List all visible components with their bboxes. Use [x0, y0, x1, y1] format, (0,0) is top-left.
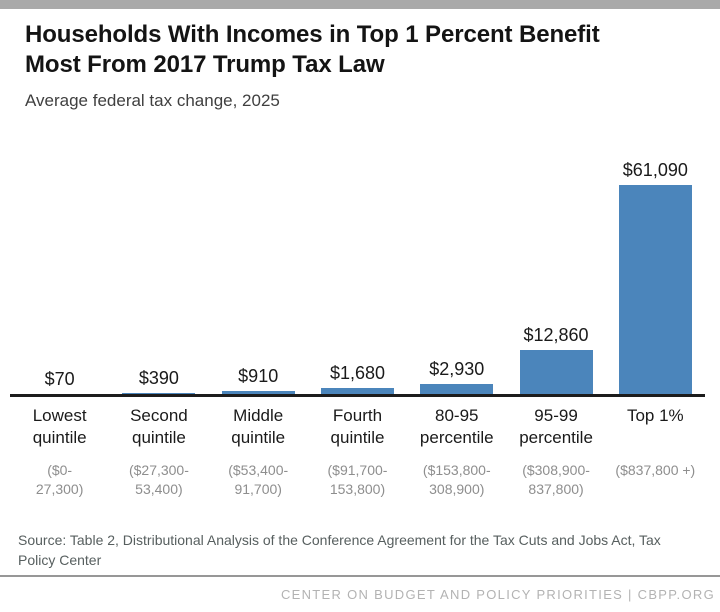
income-range-line: 91,700)	[234, 481, 282, 497]
category-label: Second quintile	[130, 406, 188, 447]
x-axis-labels: Lowest quintile ($0- 27,300) Second quintil…	[10, 405, 705, 499]
footer-brand: CENTER ON BUDGET AND POLICY PRIORITIES |…	[280, 587, 715, 602]
bar	[420, 384, 494, 394]
bar	[221, 391, 295, 394]
income-range-label: ($308,900- 837,800)	[508, 461, 603, 499]
category-label: 95-99 percentile	[519, 406, 593, 447]
income-range-label: ($0- 27,300)	[12, 461, 107, 499]
income-range-label: ($27,300- 53,400)	[111, 461, 206, 499]
income-range-line: ($91,700-	[327, 462, 388, 478]
bar-column: $12,860	[506, 150, 605, 394]
income-range-line: 308,900)	[429, 481, 485, 497]
bar	[122, 393, 196, 394]
category-label: Fourth quintile	[330, 406, 385, 447]
chart-header: Households With Incomes in Top 1 Percent…	[25, 20, 695, 111]
bar-value-label: $61,090	[622, 160, 688, 180]
footer: CENTER ON BUDGET AND POLICY PRIORITIES |…	[0, 575, 720, 602]
income-range-line: 27,300)	[35, 481, 84, 497]
bar	[618, 185, 692, 394]
bar-value-label: $2,930	[429, 359, 485, 379]
top-accent-bar	[0, 0, 720, 9]
bar-value-label: $12,860	[523, 325, 589, 345]
category-label: Middle quintile	[231, 406, 286, 447]
category-column: Top 1% ($837,800 +)	[606, 405, 705, 499]
bar-chart-plot-area: $70 $390 $910 $1,680 $2,930 $12,860 $61,090	[10, 150, 705, 394]
income-range-line: ($53,400-	[228, 462, 289, 478]
income-range-label: ($91,700- 153,800)	[310, 461, 405, 499]
bar	[320, 388, 394, 394]
income-range-label: ($53,400- 91,700)	[211, 461, 306, 499]
bar-column: $2,930	[407, 150, 506, 394]
bar-value-label: $390	[138, 368, 179, 388]
category-column: Middle quintile ($53,400- 91,700)	[209, 405, 308, 499]
category-label: 80-95 percentile	[419, 406, 494, 447]
bar-column: $61,090	[606, 150, 705, 394]
income-range-line: ($837,800 +)	[615, 462, 696, 478]
category-column: Fourth quintile ($91,700- 153,800)	[308, 405, 407, 499]
income-range-line: 53,400)	[135, 481, 183, 497]
x-axis-line	[10, 394, 705, 397]
income-range-line: ($27,300-	[128, 462, 189, 478]
category-column: 95-99 percentile ($308,900- 837,800)	[506, 405, 605, 499]
income-range-line: ($0-	[47, 462, 73, 478]
category-column: Second quintile ($27,300- 53,400)	[109, 405, 208, 499]
chart-title: Households With Incomes in Top 1 Percent…	[25, 21, 600, 78]
income-range-line: 153,800)	[329, 481, 386, 497]
income-range-label: ($837,800 +)	[608, 461, 703, 480]
income-range-label: ($153,800- 308,900)	[409, 461, 504, 499]
bar-column: $910	[209, 150, 308, 394]
bar-value-label: $910	[238, 366, 279, 386]
income-range-line: 837,800)	[528, 481, 584, 497]
income-range-line: ($153,800-	[422, 462, 491, 478]
source-note: Source: Table 2, Distributional Analysis…	[18, 532, 661, 568]
category-label: Top 1%	[626, 406, 684, 425]
category-column: 80-95 percentile ($153,800- 308,900)	[407, 405, 506, 499]
chart-subtitle: Average federal tax change, 2025	[25, 91, 280, 110]
bar	[519, 350, 593, 394]
bar-value-label: $1,680	[329, 363, 386, 383]
income-range-line: ($308,900-	[522, 462, 590, 478]
bar-column: $1,680	[308, 150, 407, 394]
bar-value-label: $70	[44, 369, 75, 389]
category-column: Lowest quintile ($0- 27,300)	[10, 405, 109, 499]
category-label: Lowest quintile	[32, 406, 87, 447]
bar-column: $70	[10, 150, 109, 394]
bar-column: $390	[109, 150, 208, 394]
